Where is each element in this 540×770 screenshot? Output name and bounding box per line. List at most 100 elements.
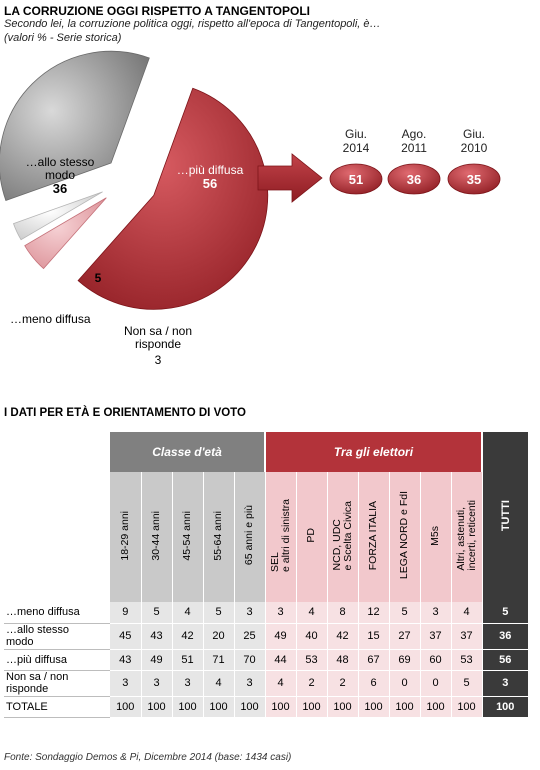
column-header-label: 45-54 anni bbox=[181, 510, 193, 561]
column-header: 18-29 anni bbox=[110, 472, 142, 602]
column-header: Altri, astenuti, incerti, reticenti bbox=[451, 472, 483, 602]
table-cell: 100 bbox=[172, 696, 204, 718]
table-row: …più diffusa 43 49 51 71 70 44 53 48 67 69 60 53 56 bbox=[4, 649, 528, 671]
history-point: Giu.2014 51 bbox=[329, 127, 383, 195]
column-header-label: 65 anni e più bbox=[243, 505, 255, 566]
column-header-label: LEGA NORD e FdI bbox=[398, 491, 410, 580]
table-cell: 100 bbox=[389, 696, 421, 718]
total-cell: 3 bbox=[482, 670, 528, 697]
column-header: LEGA NORD e FdI bbox=[389, 472, 421, 602]
slice-piu-diffusa bbox=[77, 87, 269, 310]
total-cell: 100 bbox=[482, 696, 528, 718]
history-year: 2011 bbox=[401, 141, 427, 155]
column-header: 45-54 anni bbox=[172, 472, 204, 602]
column-header-label: FORZA ITALIA bbox=[367, 500, 379, 571]
value-allo-stesso-modo: 36 bbox=[53, 181, 67, 196]
chart-subtitle: Secondo lei, la corruzione politica oggi… bbox=[4, 18, 381, 30]
table-cell: 8 bbox=[327, 602, 359, 624]
table-cell: 3 bbox=[234, 602, 266, 624]
table-cell: 9 bbox=[110, 602, 142, 624]
table-cell: 49 bbox=[141, 649, 173, 671]
history-value: 36 bbox=[407, 172, 421, 187]
history-year: 2010 bbox=[461, 141, 488, 155]
slice-non-sa bbox=[12, 191, 103, 241]
table-cell: 0 bbox=[389, 670, 421, 697]
table-cell: 0 bbox=[420, 670, 452, 697]
column-header: 65 anni e più bbox=[234, 472, 266, 602]
column-header-label: PD bbox=[305, 528, 317, 543]
table-cell: 25 bbox=[234, 623, 266, 650]
table-cell: 4 bbox=[265, 670, 297, 697]
column-header: 30-44 anni bbox=[141, 472, 173, 602]
row-label: TOTALE bbox=[4, 696, 110, 718]
table-cell: 43 bbox=[110, 649, 142, 671]
table-cell: 3 bbox=[420, 602, 452, 624]
column-header-label: M5s bbox=[429, 525, 441, 546]
table-cell: 60 bbox=[420, 649, 452, 671]
table-cell: 100 bbox=[296, 696, 328, 718]
column-header-label: 18-29 anni bbox=[118, 510, 131, 561]
label-non-sa: risponde bbox=[135, 337, 181, 351]
table-cell: 4 bbox=[203, 670, 235, 697]
table-cell: 3 bbox=[141, 670, 173, 697]
table-cell: 100 bbox=[358, 696, 390, 718]
table-row: TOTALE 100 100 100 100 100 100 100 100 100 100 100 1… bbox=[4, 696, 528, 718]
total-column-label: TUTTI bbox=[499, 499, 512, 532]
table-cell: 53 bbox=[451, 649, 483, 671]
table-cell: 53 bbox=[296, 649, 328, 671]
total-column-header: TUTTI bbox=[482, 432, 528, 602]
data-table: Classe d'età Tra gli elettori TUTTI 18-2… bbox=[4, 432, 528, 718]
column-header-label: SEL e altri di sinistra bbox=[268, 499, 292, 572]
table-cell: 5 bbox=[203, 602, 235, 624]
label-allo-stesso-modo: …allo stesso bbox=[26, 155, 95, 169]
column-header-label: 55-64 anni bbox=[212, 510, 224, 561]
table-cell: 100 bbox=[110, 696, 142, 718]
row-label: …meno diffusa bbox=[4, 602, 110, 624]
column-header: 55-64 anni bbox=[203, 472, 235, 602]
label-allo-stesso-modo: modo bbox=[45, 168, 75, 182]
table-cell: 100 bbox=[141, 696, 173, 718]
history-bubble bbox=[329, 163, 383, 195]
value-meno-diffusa: 5 bbox=[95, 271, 102, 285]
table-cell: 20 bbox=[203, 623, 235, 650]
table-cell: 6 bbox=[358, 670, 390, 697]
column-header-label: NCD, UDC e Scelta Civica bbox=[330, 500, 354, 571]
table-cell: 3 bbox=[234, 670, 266, 697]
slice-meno-diffusa bbox=[24, 197, 107, 270]
label-non-sa: Non sa / non bbox=[124, 324, 192, 338]
table-cell: 37 bbox=[451, 623, 483, 650]
table-cell: 67 bbox=[358, 649, 390, 671]
table-cell: 40 bbox=[296, 623, 328, 650]
row-label: …allo stesso modo bbox=[4, 623, 110, 650]
table-cell: 4 bbox=[172, 602, 204, 624]
history-point: Ago.2011 36 bbox=[387, 127, 441, 195]
total-cell: 36 bbox=[482, 623, 528, 650]
table-cell: 42 bbox=[172, 623, 204, 650]
table-cell: 44 bbox=[265, 649, 297, 671]
table-cell: 71 bbox=[203, 649, 235, 671]
value-piu-diffusa: 56 bbox=[203, 176, 217, 191]
table-cell: 51 bbox=[172, 649, 204, 671]
column-header: NCD, UDC e Scelta Civica bbox=[327, 472, 359, 602]
table-cell: 48 bbox=[327, 649, 359, 671]
column-header-row: 18-29 anni 30-44 anni 45-54 anni 55-64 anni… bbox=[4, 472, 528, 602]
table-cell: 100 bbox=[234, 696, 266, 718]
table-row: Non sa / non risponde 3 3 3 4 3 4 2 2 6 0 0 5 3 bbox=[4, 670, 528, 697]
total-cell: 5 bbox=[482, 602, 528, 624]
table-cell: 37 bbox=[420, 623, 452, 650]
row-label: Non sa / non risponde bbox=[4, 670, 110, 697]
history-bubble bbox=[387, 163, 441, 195]
table-cell: 5 bbox=[451, 670, 483, 697]
total-cell: 56 bbox=[482, 649, 528, 671]
blank-corner-2 bbox=[4, 472, 110, 602]
table-cell: 3 bbox=[110, 670, 142, 697]
column-header-label: Altri, astenuti, incerti, reticenti bbox=[454, 500, 478, 571]
group-header-age: Classe d'età bbox=[110, 432, 266, 472]
group-header-voters: Tra gli elettori bbox=[265, 432, 483, 472]
label-piu-diffusa: …più diffusa bbox=[177, 163, 244, 177]
table-cell: 100 bbox=[451, 696, 483, 718]
slice-allo-stesso-modo bbox=[0, 50, 150, 201]
label-meno-diffusa: …meno diffusa bbox=[10, 312, 91, 326]
column-header: PD bbox=[296, 472, 328, 602]
history-value: 35 bbox=[467, 172, 481, 187]
